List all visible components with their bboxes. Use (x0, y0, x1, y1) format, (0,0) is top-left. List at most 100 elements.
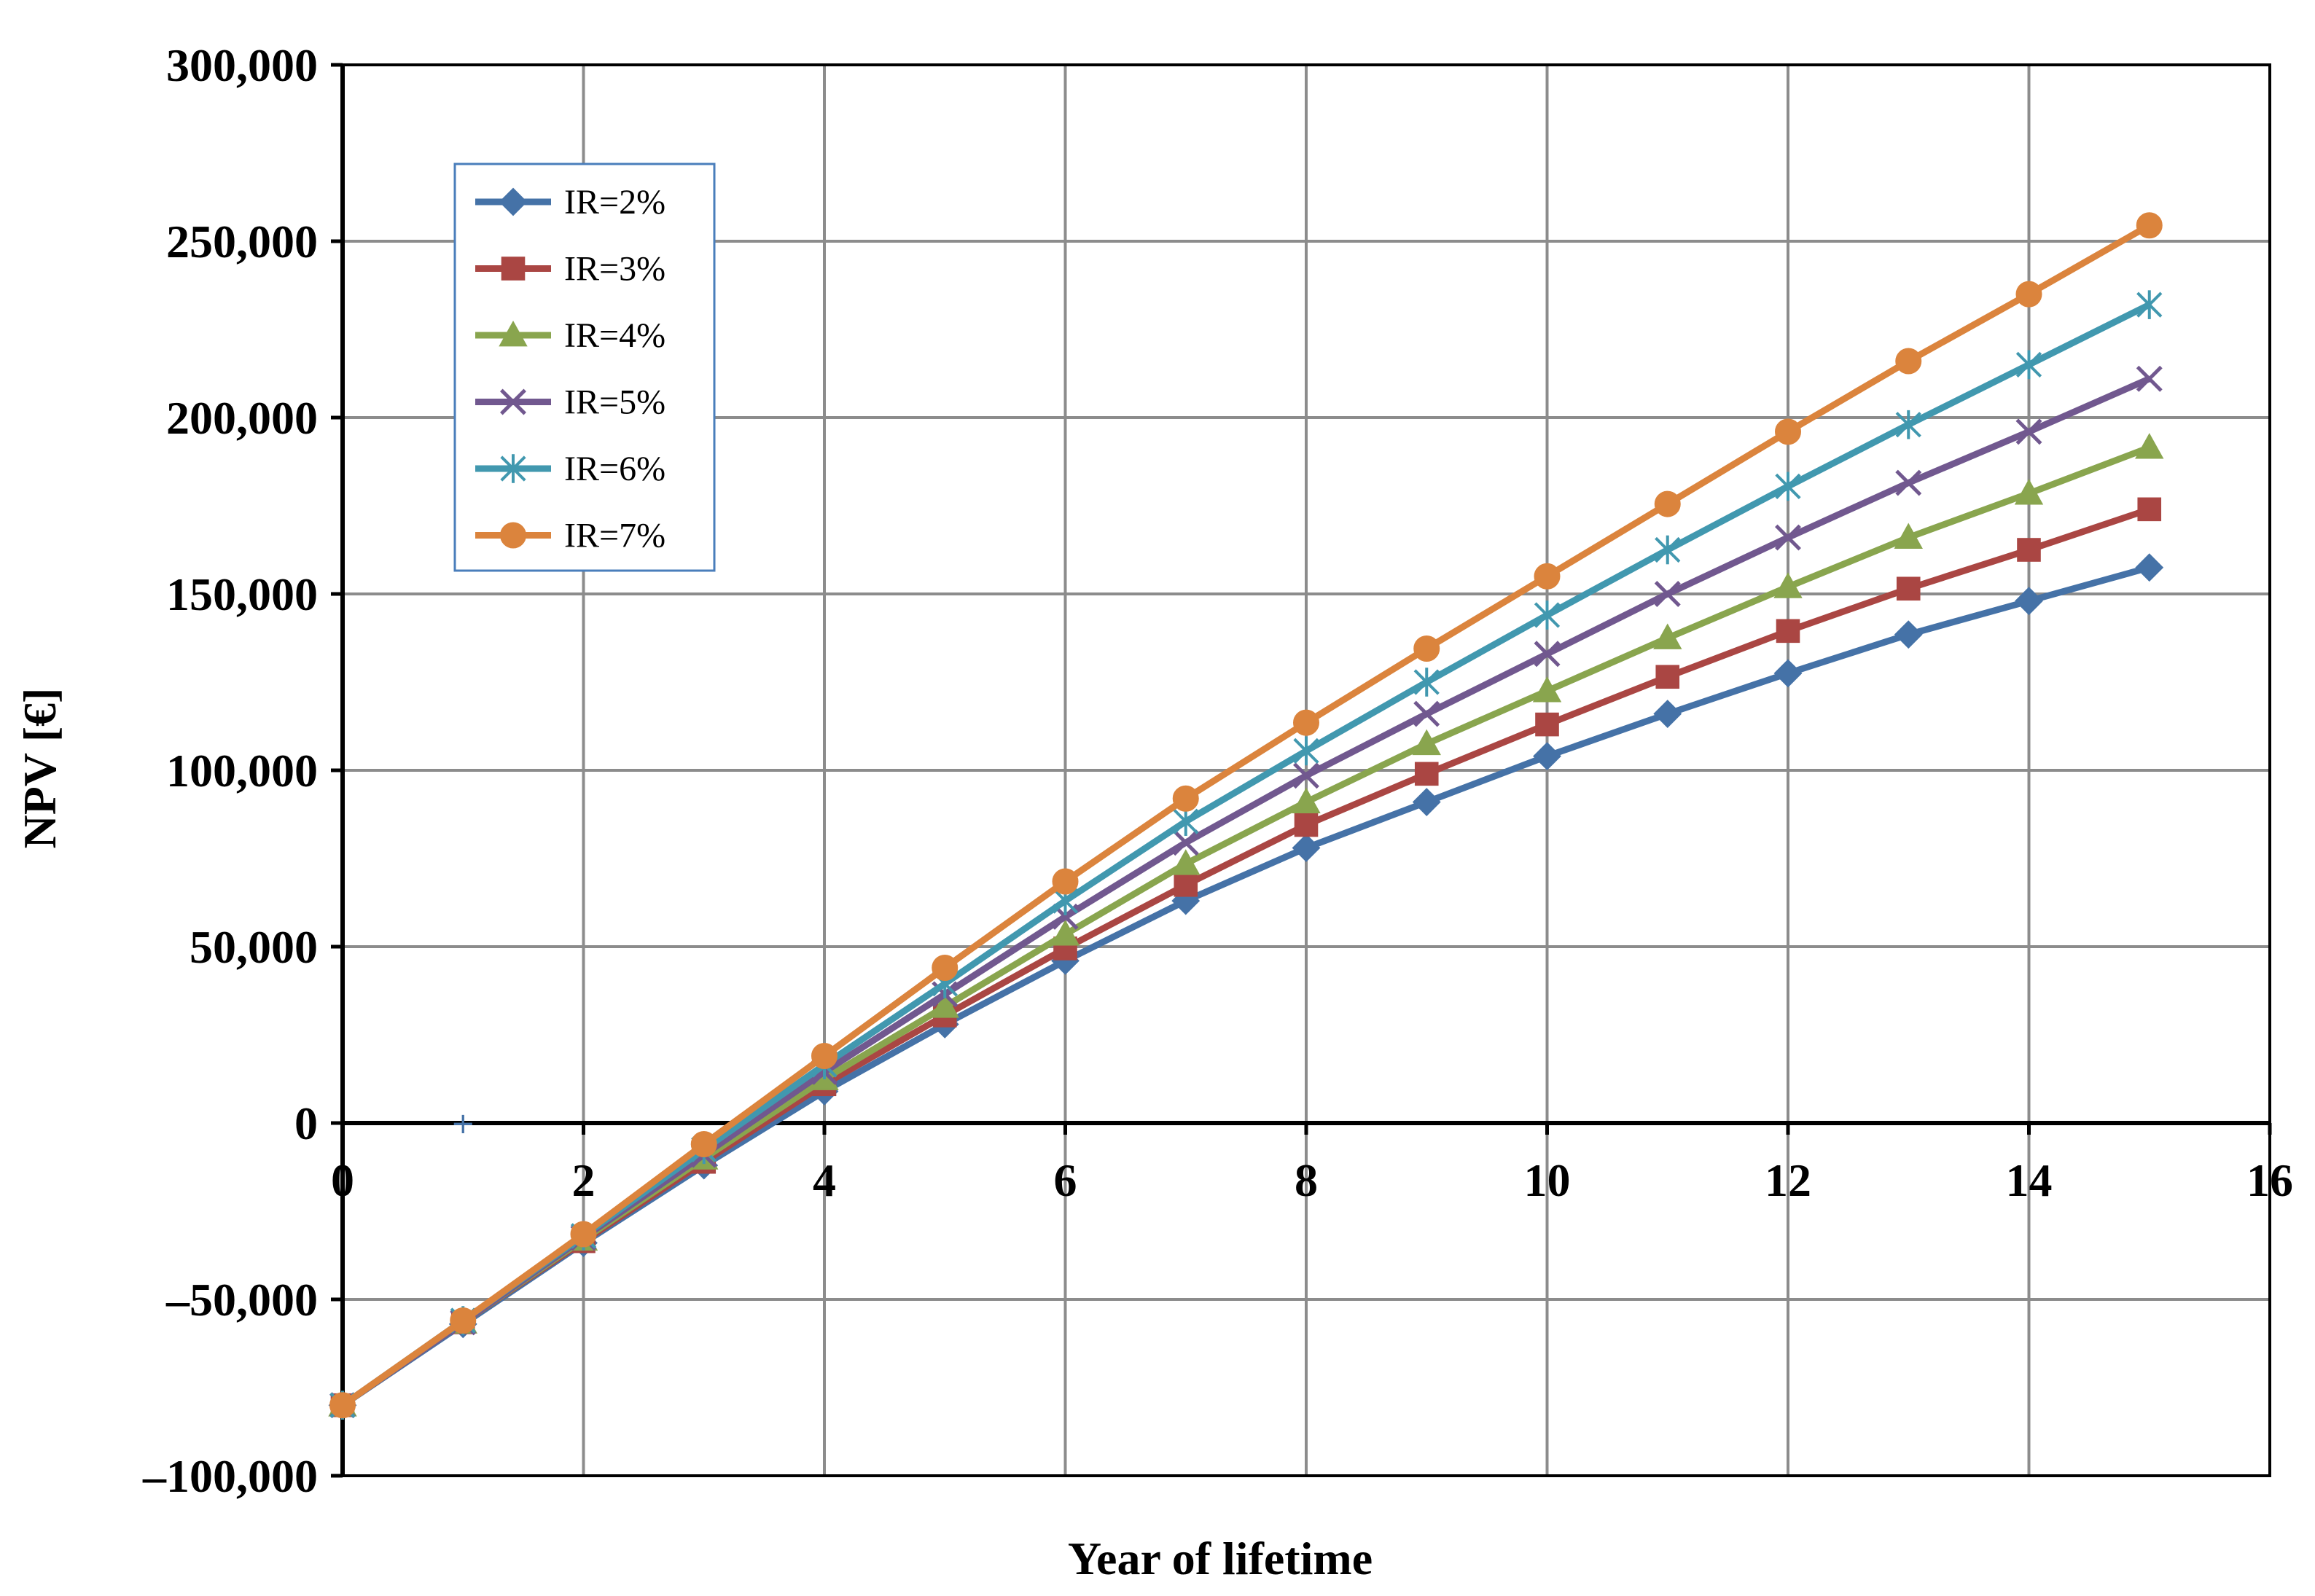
data-point (2136, 290, 2163, 319)
series-line (340, 564, 2150, 1408)
data-point (1292, 787, 1321, 813)
data-point (1292, 834, 1321, 862)
data-point (2014, 479, 2044, 505)
y-tick-label: 50,000 (190, 921, 318, 973)
data-point (499, 187, 528, 216)
data-point (1534, 641, 1561, 668)
data-point (1654, 581, 1681, 607)
data-point (1413, 668, 1440, 697)
tick-labels: –100,000 –50,000 0 50,000 100,000 150,000 200,… (142, 39, 2293, 1502)
data-point (1655, 535, 1681, 565)
x-tick-label: 2 (572, 1154, 596, 1206)
data-point (2135, 553, 2164, 582)
data-point (1773, 572, 1803, 598)
data-point (930, 992, 959, 1018)
data-point (1894, 620, 1923, 649)
data-point (1896, 576, 1921, 601)
marker-stroke (1413, 700, 1440, 727)
data-point (1412, 729, 1441, 756)
data-point (2015, 281, 2042, 308)
data-point (1173, 807, 1199, 836)
data-point (2015, 587, 2043, 616)
legend-label: IR=4% (564, 316, 665, 355)
marker-stroke (2136, 365, 2163, 392)
legend-item: IR=7% (475, 517, 665, 555)
data-point (1775, 472, 1801, 501)
data-point (1050, 920, 1080, 946)
data-point (2017, 538, 2041, 562)
legend-label: IR=6% (564, 450, 665, 488)
data-point (1294, 813, 1319, 837)
legend-item: IR=2% (475, 183, 665, 222)
data-point (1414, 762, 1439, 786)
marker-stroke (500, 388, 526, 415)
data-point (1653, 700, 1682, 728)
x-tick-label: 12 (1765, 1154, 1811, 1206)
data-point (2136, 365, 2163, 392)
x-tick-label: 8 (1295, 1154, 1318, 1206)
data-point (1775, 524, 1801, 551)
data-point (1895, 410, 1921, 439)
y-tick-label: 300,000 (166, 39, 318, 91)
data-point (1413, 700, 1440, 727)
legend: IR=2% IR=3% IR=4% IR=5% IR=6% IR=7% (453, 163, 716, 572)
data-point (501, 257, 526, 281)
data-point (1895, 348, 1922, 375)
data-point (450, 1307, 477, 1334)
data-point (499, 320, 528, 347)
axes: + (331, 63, 2272, 1478)
data-point (2015, 418, 2042, 445)
x-tick-label: 10 (1524, 1154, 1571, 1206)
series-lines (328, 212, 2164, 1420)
marker-stroke (1654, 581, 1681, 607)
data-point (690, 1131, 717, 1158)
legend-label: IR=5% (564, 383, 665, 422)
legend-label: IR=7% (564, 517, 665, 555)
data-point (1775, 418, 1801, 445)
y-tick-label: 200,000 (166, 392, 318, 444)
legend-label: IR=2% (564, 183, 665, 222)
series-ir-3- (330, 497, 2162, 1417)
x-tick-label: 14 (2006, 1154, 2053, 1206)
legend-item: IR=6% (475, 450, 665, 488)
y-tick-label: 100,000 (166, 745, 318, 797)
data-point (1655, 665, 1680, 689)
data-point (1776, 619, 1800, 644)
legend-item: IR=5% (475, 383, 665, 422)
data-point (2135, 433, 2164, 459)
marker-stroke (1775, 524, 1801, 551)
legend-item: IR=4% (475, 316, 665, 355)
data-point (1534, 601, 1561, 630)
marker-stroke (1895, 469, 1922, 496)
series-line (340, 222, 2151, 1408)
data-point (1052, 868, 1079, 895)
data-point (1654, 490, 1681, 517)
marker-stroke (1293, 762, 1319, 789)
data-point (1171, 849, 1201, 875)
x-tick-label: 4 (813, 1154, 836, 1206)
data-point (2137, 497, 2162, 522)
legend-label: IR=3% (564, 250, 665, 289)
data-point (1174, 873, 1198, 897)
series-ir-4- (328, 433, 2164, 1417)
data-point (1653, 623, 1682, 649)
data-point (500, 454, 526, 483)
data-point (329, 1392, 356, 1419)
legend-item: IR=3% (475, 250, 665, 289)
y-tick-label: 150,000 (166, 568, 318, 620)
series-ir-2- (328, 553, 2164, 1420)
data-point (811, 1043, 838, 1070)
data-point (1413, 635, 1440, 662)
data-point (1895, 469, 1922, 496)
y-axis-title: NPV [€] (14, 688, 66, 849)
x-axis-title: Year of lifetime (1068, 1533, 1373, 1584)
stray-marker: + (450, 1107, 475, 1141)
y-tick-label: –50,000 (165, 1274, 318, 1326)
marker-stroke (1534, 641, 1561, 668)
data-point (1412, 788, 1441, 816)
data-point (1293, 736, 1319, 766)
data-point (1773, 659, 1803, 688)
x-tick-label: 6 (1054, 1154, 1077, 1206)
data-point (500, 522, 526, 549)
